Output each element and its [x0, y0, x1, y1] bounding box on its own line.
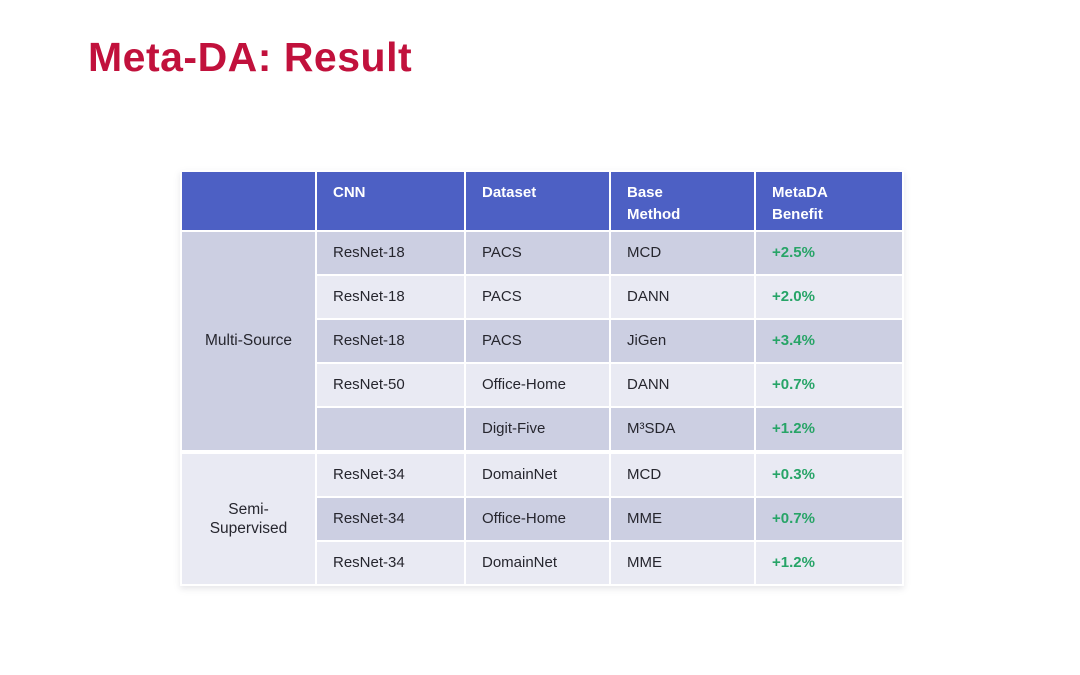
group-cell-multi-source: Multi-Source	[182, 232, 315, 450]
cell-dataset: Office-Home	[466, 498, 609, 540]
header-metada-benefit: MetaDA Benefit	[756, 172, 902, 230]
cell-dataset: Digit-Five	[466, 408, 609, 450]
table-row: ResNet-34 Office-Home MME +0.7%	[182, 498, 902, 540]
cell-cnn: ResNet-34	[317, 452, 464, 496]
table-row: ResNet-34 DomainNet MME +1.2%	[182, 542, 902, 584]
cell-dataset: DomainNet	[466, 542, 609, 584]
cell-dataset: PACS	[466, 320, 609, 362]
cell-benefit: +0.3%	[756, 452, 902, 496]
cell-base-method: JiGen	[611, 320, 754, 362]
cell-benefit: +3.4%	[756, 320, 902, 362]
header-dataset: Dataset	[466, 172, 609, 230]
table-row: Digit-Five M³SDA +1.2%	[182, 408, 902, 450]
cell-cnn: ResNet-34	[317, 542, 464, 584]
cell-benefit: +2.0%	[756, 276, 902, 318]
cell-cnn: ResNet-34	[317, 498, 464, 540]
header-cnn: CNN	[317, 172, 464, 230]
table-row: ResNet-18 PACS DANN +2.0%	[182, 276, 902, 318]
cell-base-method: MME	[611, 498, 754, 540]
cell-cnn	[317, 408, 464, 450]
page-title: Meta-DA: Result	[88, 34, 413, 80]
header-corner-cell	[182, 172, 315, 230]
table-row: ResNet-50 Office-Home DANN +0.7%	[182, 364, 902, 406]
cell-benefit: +0.7%	[756, 498, 902, 540]
cell-benefit: +2.5%	[756, 232, 902, 274]
table-header-row: CNN Dataset Base Method MetaDA Benefit	[182, 172, 902, 230]
results-table: CNN Dataset Base Method MetaDA Benefit M…	[180, 170, 904, 586]
cell-base-method: M³SDA	[611, 408, 754, 450]
cell-cnn: ResNet-18	[317, 232, 464, 274]
cell-benefit: +0.7%	[756, 364, 902, 406]
cell-base-method: MCD	[611, 452, 754, 496]
table-row: ResNet-18 PACS JiGen +3.4%	[182, 320, 902, 362]
cell-cnn: ResNet-18	[317, 276, 464, 318]
cell-dataset: PACS	[466, 276, 609, 318]
table-row: Multi-Source ResNet-18 PACS MCD +2.5%	[182, 232, 902, 450]
cell-base-method: MME	[611, 542, 754, 584]
cell-cnn: ResNet-18	[317, 320, 464, 362]
cell-base-method: DANN	[611, 364, 754, 406]
cell-benefit: +1.2%	[756, 542, 902, 584]
group-cell-semi-supervised: Semi- Supervised	[182, 452, 315, 584]
cell-dataset: DomainNet	[466, 452, 609, 496]
cell-base-method: MCD	[611, 232, 754, 274]
cell-benefit: +1.2%	[756, 408, 902, 450]
table-row: Semi- Supervised ResNet-34 DomainNet MCD…	[182, 452, 902, 584]
header-base-method: Base Method	[611, 172, 754, 230]
cell-cnn: ResNet-50	[317, 364, 464, 406]
cell-dataset: Office-Home	[466, 364, 609, 406]
cell-dataset: PACS	[466, 232, 609, 274]
cell-base-method: DANN	[611, 276, 754, 318]
